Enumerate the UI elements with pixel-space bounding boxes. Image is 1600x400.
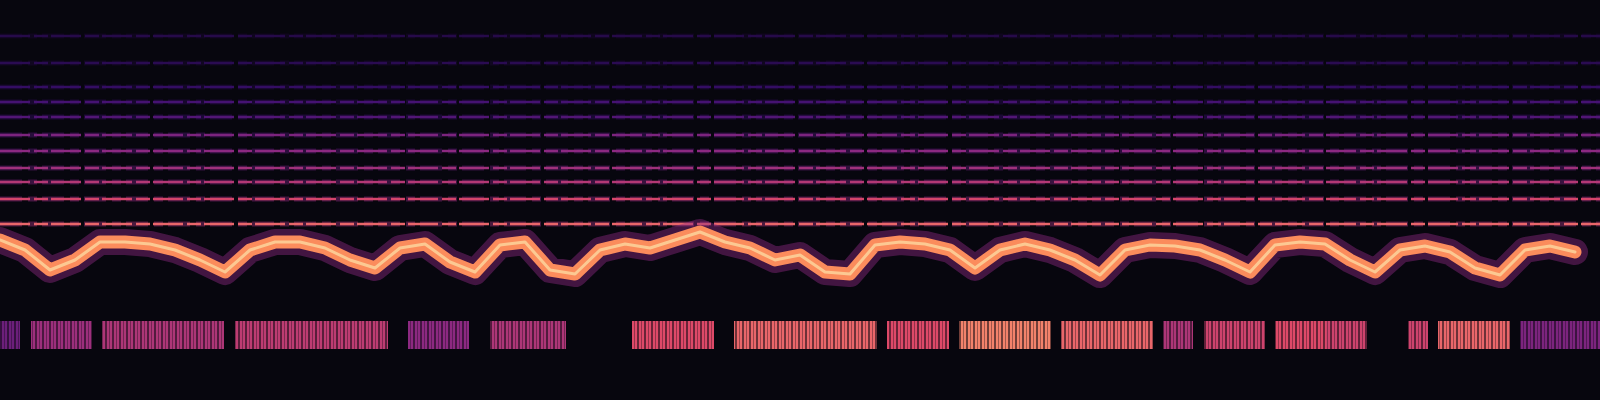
spectrogram bbox=[0, 0, 1600, 400]
bass-block bbox=[408, 321, 469, 349]
harmonic-glow bbox=[0, 61, 1600, 66]
bass-texture bbox=[1204, 321, 1265, 349]
harmonic-line bbox=[0, 150, 1600, 153]
bass-texture bbox=[959, 321, 1051, 349]
harmonic-line bbox=[0, 116, 1600, 119]
harmonic-glow bbox=[0, 100, 1600, 105]
bass-block bbox=[102, 321, 224, 349]
bass-texture bbox=[734, 321, 877, 349]
harmonic-glow bbox=[0, 197, 1600, 202]
bass-texture bbox=[31, 321, 92, 349]
plot-area bbox=[0, 36, 1600, 349]
harmonic-line bbox=[0, 223, 1600, 226]
harmonic-glow bbox=[0, 34, 1600, 39]
bass-texture bbox=[1520, 321, 1600, 349]
bass-block bbox=[1275, 321, 1326, 349]
harmonic-glow bbox=[0, 115, 1600, 120]
bass-block bbox=[0, 321, 20, 349]
harmonic-glow bbox=[0, 133, 1600, 138]
harmonic-line bbox=[0, 181, 1600, 184]
harmonic-line bbox=[0, 35, 1600, 38]
bass-texture bbox=[1275, 321, 1326, 349]
bass-block bbox=[235, 321, 388, 349]
bass-texture bbox=[1061, 321, 1153, 349]
harmonic-line bbox=[0, 86, 1600, 89]
bass-block bbox=[1326, 321, 1367, 349]
bass-texture bbox=[102, 321, 224, 349]
harmonic-glow bbox=[0, 222, 1600, 227]
harmonic-line bbox=[0, 198, 1600, 201]
contour-glow bbox=[0, 232, 1575, 275]
bass-block bbox=[1204, 321, 1265, 349]
harmonic-glow bbox=[0, 85, 1600, 90]
bass-texture bbox=[1408, 321, 1428, 349]
bass-texture bbox=[0, 321, 20, 349]
bass-block bbox=[959, 321, 1051, 349]
bass-block bbox=[1163, 321, 1193, 349]
bass-block bbox=[1520, 321, 1600, 349]
bass-block bbox=[887, 321, 949, 349]
harmonic-line bbox=[0, 167, 1600, 170]
bass-block bbox=[632, 321, 714, 349]
bass-texture bbox=[887, 321, 949, 349]
bass-texture bbox=[1326, 321, 1367, 349]
harmonic-line bbox=[0, 101, 1600, 104]
bass-texture bbox=[408, 321, 469, 349]
harmonic-glow bbox=[0, 166, 1600, 171]
bass-block bbox=[31, 321, 92, 349]
harmonic-glow bbox=[0, 180, 1600, 185]
bass-block bbox=[1408, 321, 1428, 349]
bass-texture bbox=[1438, 321, 1510, 349]
harmonic-line bbox=[0, 62, 1600, 65]
harmonic-line bbox=[0, 134, 1600, 137]
bass-block bbox=[490, 321, 566, 349]
bass-block bbox=[1438, 321, 1510, 349]
melody-contour bbox=[0, 232, 1575, 275]
background bbox=[0, 0, 1600, 400]
bass-block bbox=[734, 321, 877, 349]
bass-texture bbox=[632, 321, 714, 349]
bass-texture bbox=[1163, 321, 1193, 349]
bass-texture bbox=[490, 321, 566, 349]
harmonic-glow bbox=[0, 149, 1600, 154]
contour-core bbox=[0, 232, 1575, 275]
bass-block bbox=[1061, 321, 1153, 349]
bass-texture bbox=[235, 321, 388, 349]
